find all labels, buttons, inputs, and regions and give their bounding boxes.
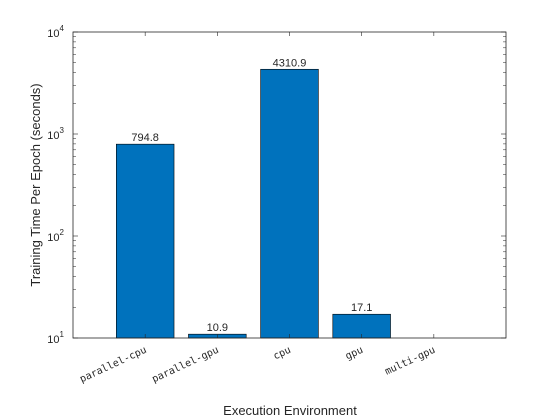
y-tick-label: 104 (47, 24, 64, 40)
bars-group (116, 68, 391, 339)
y-tick-label-exponent: 2 (60, 228, 65, 237)
y-tick-label-base: 10 (47, 130, 59, 142)
y-axis-label: Training Time Per Epoch (seconds) (28, 83, 43, 286)
y-tick-label-exponent: 3 (60, 126, 65, 135)
y-tick-label: 102 (47, 228, 64, 244)
bar-cpu (260, 68, 319, 339)
x-tick-label-cpu: cpu (272, 345, 293, 363)
y-tick-label-base: 10 (47, 28, 59, 40)
data-labels-group: 794.8 10.9 4310.9 17.1 (131, 57, 372, 334)
y-tick-label-exponent: 1 (60, 330, 65, 339)
y-tick-label-base: 10 (47, 334, 59, 346)
x-axis-label: Execution Environment (223, 403, 357, 418)
x-tick-label-parallel-gpu: parallel-gpu (150, 345, 220, 386)
data-label-parallel-cpu: 794.8 (131, 132, 159, 144)
data-label-parallel-gpu: 10.9 (207, 322, 228, 334)
x-tick-label-parallel-cpu: parallel-cpu (78, 345, 148, 386)
y-tick-label: 101 (47, 330, 64, 346)
x-tick-label-gpu: gpu (344, 345, 365, 363)
y-tick-label-exponent: 4 (60, 24, 65, 33)
bar-parallel-cpu (116, 143, 175, 339)
y-tick-label-base: 10 (47, 232, 59, 244)
x-tick-label-multi-gpu: multi-gpu (383, 345, 437, 378)
y-tick-label: 103 (47, 126, 64, 142)
data-label-gpu: 17.1 (351, 302, 372, 314)
data-label-cpu: 4310.9 (273, 57, 307, 69)
